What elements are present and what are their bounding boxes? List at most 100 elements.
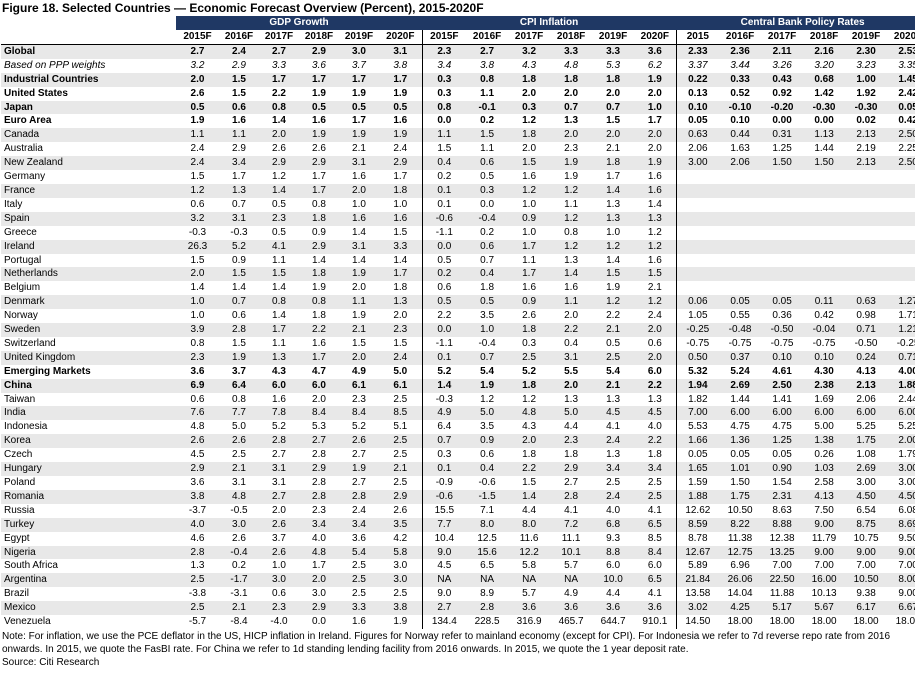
- cell-cb: 2.38: [803, 378, 846, 393]
- row-label: Nigeria: [1, 545, 176, 560]
- cell-cpi: 3.4: [592, 462, 635, 476]
- cell-cpi: 8.0: [466, 517, 509, 532]
- table-row: Taiwan 0.6 0.8 1.6 2.0 2.3 2.5 -0.3 1.2 1.2 1.3 1.3…: [1, 392, 915, 407]
- cell-cb: 8.59: [676, 517, 720, 532]
- cell-cpi: 3.2: [508, 44, 551, 59]
- cell-gdp: 2.6: [190, 87, 205, 99]
- cell-cpi: 1.2: [634, 295, 677, 310]
- table-row: Sweden 3.9 2.8 1.7 2.2 2.1 2.3 0.0 1.0 1.8 2.2 2.1 2…: [1, 323, 915, 337]
- cell-gdp: 4.5: [190, 449, 205, 461]
- cell-cpi: 2.0: [592, 128, 635, 143]
- cell-cpi: 1.2: [592, 239, 635, 254]
- cell-cb: 1.88: [676, 489, 720, 504]
- cell-gdp: 2.5: [352, 560, 366, 572]
- table-row: Italy 0.6 0.7 0.5 0.8 1.0 1.0 0.1 0.0 1.0 1.1 1.3 1.…: [1, 197, 915, 212]
- cell-cpi: 1.8: [508, 72, 551, 87]
- cell-cb: 2.36: [719, 44, 762, 59]
- cell-cb: [845, 183, 888, 198]
- cell-gdp: 1.6: [352, 616, 366, 628]
- cell-cb: 18.00: [895, 616, 915, 628]
- cell-gdp: 2.1: [339, 323, 379, 337]
- cell-cb: 1.36: [719, 434, 762, 449]
- cell-cb: [719, 254, 761, 268]
- table-row: Spain 3.2 3.1 2.3 1.8 1.6 1.6 -0.6 -0.4 0.9 1.2 1.3…: [1, 211, 915, 226]
- cell-cb: 6.00: [803, 406, 846, 421]
- cell-cb: 18.00: [853, 616, 879, 628]
- cell-cpi: 1.3: [634, 211, 677, 226]
- cell-gdp: 2.8: [299, 489, 339, 504]
- cell-cpi: 1.2: [508, 183, 551, 198]
- cell-gdp: 2.9: [259, 156, 299, 171]
- cell-cb: -0.75: [770, 337, 794, 349]
- row-label: Poland: [4, 477, 36, 488]
- cell-cpi: 3.1: [550, 350, 593, 365]
- column-header-gdp: 2016F: [219, 30, 259, 45]
- cell-cb: 0.00: [814, 115, 834, 127]
- cell-cpi: 2.1: [592, 323, 635, 337]
- row-label: China: [1, 378, 176, 393]
- cell-cpi: 1.4: [634, 197, 677, 212]
- cell-cpi: 15.6: [466, 545, 509, 560]
- cell-cb: 4.30: [814, 365, 834, 377]
- cell-cpi: 0.7: [422, 434, 467, 449]
- cell-cpi: 0.8: [422, 100, 467, 115]
- cell-cb: 2.06: [688, 143, 708, 155]
- cell-cpi: 4.9: [564, 588, 579, 600]
- cell-cb: 0.00: [772, 115, 792, 127]
- row-label: South Africa: [4, 560, 58, 572]
- cell-gdp: 2.0: [272, 504, 286, 516]
- cell-cpi: 1.8: [508, 378, 551, 393]
- cell-cpi: 0.6: [466, 239, 509, 254]
- cell-gdp: 2.6: [312, 143, 326, 155]
- cell-cpi: 0.4: [466, 267, 509, 282]
- table-row: India 7.6 7.7 7.8 8.4 8.4 8.5 4.9 5.0 4.8 5.0 4.5 4.…: [1, 406, 915, 421]
- cell-cpi: 10.1: [550, 545, 593, 560]
- cell-cb: 6.00: [845, 406, 888, 421]
- cell-cpi: 0.6: [437, 282, 452, 294]
- cell-gdp: 2.3: [259, 601, 299, 616]
- cell-cpi: 0.6: [634, 336, 677, 351]
- cell-cpi: 2.0: [522, 143, 537, 155]
- cell-cpi: 3.3: [550, 44, 593, 59]
- cell-cb: 0.90: [761, 462, 804, 476]
- cell-cpi: 2.3: [564, 143, 579, 155]
- row-label: Sweden: [1, 323, 176, 337]
- cell-cpi: 0.2: [480, 115, 495, 127]
- cell-cpi: 1.4: [592, 183, 635, 198]
- column-header-cpi: 2019F: [592, 30, 635, 45]
- cell-cpi: 4.0: [634, 420, 677, 435]
- table-row: Norway 1.0 0.6 1.4 1.8 1.9 2.0 2.2 3.5 2.6 2.0 2.2 2…: [1, 309, 915, 324]
- cell-cb: 1.50: [803, 156, 846, 171]
- cell-cpi: 0.4: [564, 337, 579, 349]
- cell-gdp: 1.4: [272, 310, 286, 322]
- table-row: Korea 2.6 2.6 2.8 2.7 2.6 2.5 0.7 0.9 2.0 2.3 2.4 2.…: [1, 434, 915, 449]
- cell-cb: 6.17: [845, 601, 888, 616]
- cell-cb: 0.13: [688, 87, 708, 99]
- cell-cpi: 0.1: [422, 183, 467, 198]
- cell-cpi: 1.5: [606, 115, 621, 127]
- cell-gdp: 0.5: [299, 100, 339, 115]
- cell-cpi: 4.5: [634, 406, 677, 421]
- cell-gdp: 2.9: [299, 601, 339, 616]
- cell-cpi: 1.9: [634, 72, 677, 87]
- cell-cb: 1.45: [887, 72, 915, 87]
- cell-gdp: -0.4: [219, 545, 259, 560]
- cell-cb: [719, 211, 762, 226]
- cell-cpi: 0.0: [437, 115, 452, 127]
- cell-cb: 9.00: [803, 545, 846, 560]
- cell-gdp: 1.9: [219, 350, 259, 365]
- cell-cpi: 1.5: [437, 143, 452, 155]
- cell-cb: 3.37: [688, 59, 708, 71]
- cell-cb: 5.32: [688, 365, 708, 377]
- cell-cpi: 1.4: [606, 254, 621, 266]
- cell-gdp: 3.0: [259, 573, 299, 588]
- cell-cb: -0.25: [896, 337, 915, 349]
- cell-cb: 2.06: [719, 156, 762, 171]
- cell-gdp: 1.4: [312, 254, 326, 266]
- cell-cb: 7.00: [814, 560, 834, 572]
- cell-cb: [887, 211, 915, 226]
- cell-cb: 4.25: [719, 601, 762, 616]
- cell-cb: [719, 183, 762, 198]
- cell-cb: 2.58: [814, 477, 834, 488]
- cell-cb: 8.88: [761, 517, 804, 532]
